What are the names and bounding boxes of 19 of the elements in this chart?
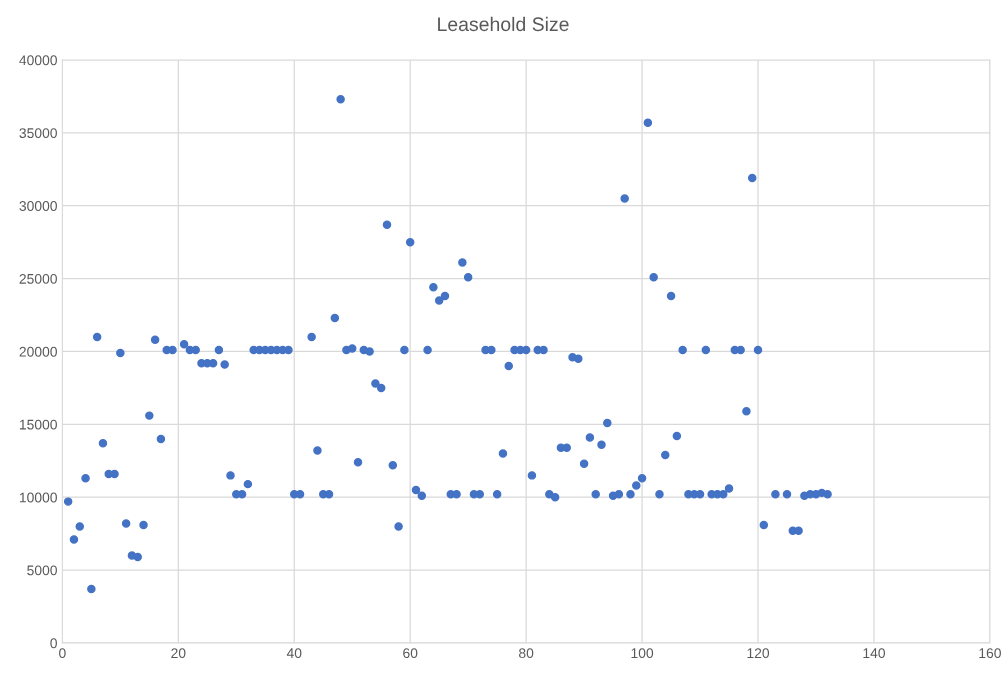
x-tick-label: 40 [286, 648, 302, 659]
x-tick-label: 160 [979, 648, 1001, 659]
x-tick-label: 0 [59, 648, 66, 659]
x-tick-label: 80 [519, 648, 534, 659]
y-tick-label: 5000 [27, 565, 57, 576]
x-tick-label: 140 [863, 648, 886, 659]
y-tick-label: 35000 [19, 128, 57, 139]
y-tick-label: 15000 [19, 419, 57, 430]
y-tick-label: 30000 [19, 201, 57, 211]
y-tick-label: 25000 [19, 273, 57, 284]
y-tick-label: 10000 [19, 492, 57, 503]
x-tick-label: 120 [747, 648, 770, 659]
y-tick-label: 40000 [19, 55, 57, 66]
y-tick-label: 20000 [19, 346, 57, 357]
x-tick-label: 100 [631, 648, 654, 659]
y-tick-label: 0 [50, 638, 57, 649]
x-tick-label: 60 [403, 648, 418, 659]
chart-title: Leasehold Size [438, 16, 569, 32]
x-tick-label: 20 [171, 648, 186, 659]
